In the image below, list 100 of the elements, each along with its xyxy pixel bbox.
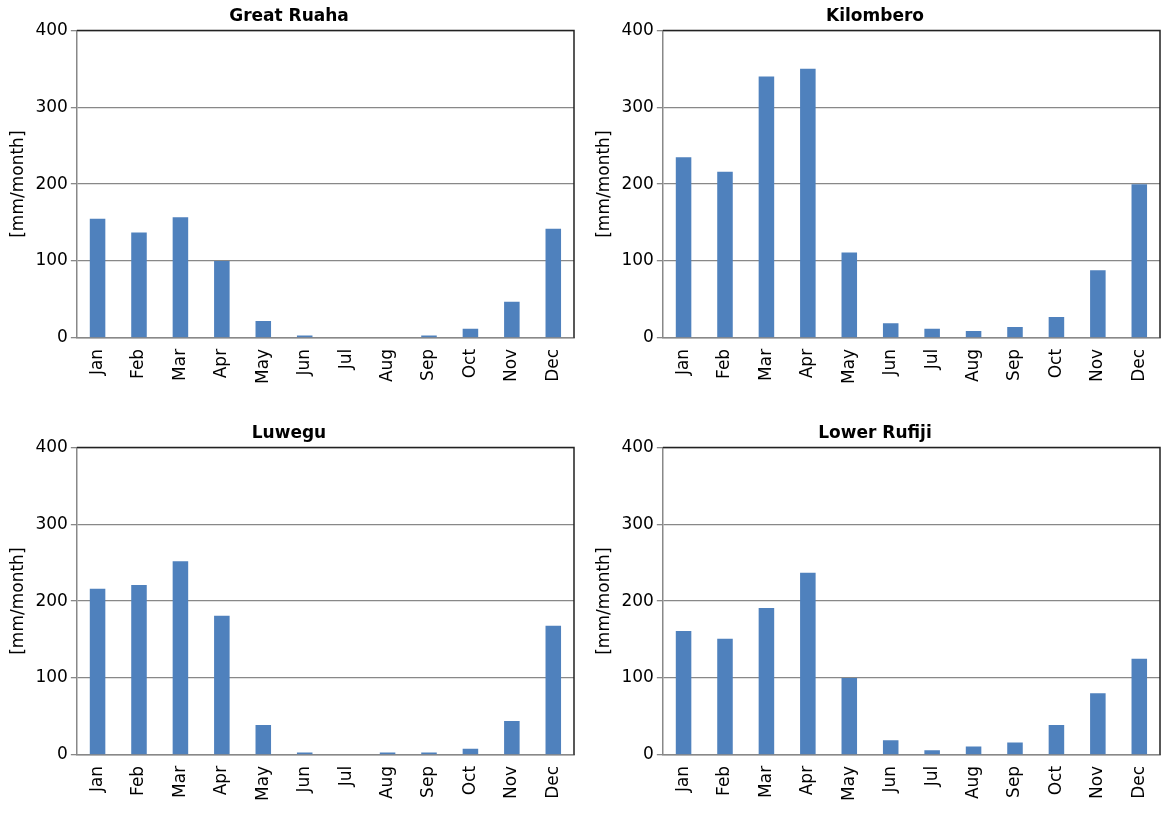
bar [841, 252, 858, 338]
bar [131, 232, 147, 338]
y-tick-label: 100 [621, 666, 654, 687]
bar [504, 301, 520, 338]
x-tick-label: Nov [1086, 348, 1107, 383]
y-axis-title: [mm/month] [592, 130, 613, 238]
x-tick-label: Mar [754, 765, 775, 798]
x-tick-label: Jan [671, 348, 692, 377]
x-tick-label: Mar [754, 348, 775, 381]
bar [1007, 327, 1023, 338]
x-tick-label: Apr [796, 765, 817, 796]
y-tick-label: 100 [621, 249, 654, 270]
bar [89, 588, 106, 755]
bar [717, 638, 733, 755]
x-tick-label: Jun [879, 765, 900, 794]
x-tick-label: Oct [458, 348, 479, 379]
bar [214, 615, 230, 755]
x-tick-label: Jun [293, 348, 314, 377]
bar [882, 740, 899, 755]
y-tick-label: 400 [621, 435, 654, 456]
bar [717, 171, 733, 338]
bar [1131, 658, 1148, 755]
y-tick-label: 200 [621, 589, 654, 610]
y-tick-label: 300 [621, 95, 654, 116]
x-tick-label: Dec [1127, 348, 1148, 382]
bar [924, 328, 940, 338]
y-tick-label: 400 [621, 18, 654, 39]
x-tick-label: Feb [713, 765, 734, 796]
x-tick-label: May [837, 348, 858, 385]
bar [1007, 742, 1023, 755]
y-axis-title: [mm/month] [6, 130, 27, 238]
x-tick-label: Apr [796, 348, 817, 379]
x-tick-label: Oct [458, 765, 479, 796]
x-tick-label: Aug [961, 765, 982, 800]
x-tick-label: May [251, 348, 272, 385]
x-tick-label: Dec [541, 348, 562, 382]
x-tick-label: Jun [879, 348, 900, 377]
x-tick-label: Jul [334, 348, 355, 371]
bar [1048, 724, 1065, 755]
x-tick-label: Mar [168, 348, 189, 381]
bar [675, 157, 692, 338]
bar [1090, 270, 1106, 338]
x-tick-label: May [251, 765, 272, 802]
bar [89, 218, 106, 338]
bar [965, 330, 982, 338]
y-tick-label: 100 [35, 666, 68, 687]
chart-title: Lower Rufiji [818, 421, 932, 442]
bar [545, 625, 562, 755]
bar [214, 260, 230, 338]
bar [882, 323, 899, 338]
x-tick-label: Apr [210, 765, 231, 796]
x-tick-label: Nov [500, 348, 521, 383]
y-tick-label: 300 [35, 95, 68, 116]
x-tick-label: Mar [168, 765, 189, 798]
bar [800, 68, 816, 338]
x-tick-label: Apr [210, 348, 231, 379]
bar [504, 721, 520, 755]
bar [462, 328, 479, 338]
bar [758, 608, 775, 755]
y-tick-label: 0 [57, 743, 68, 764]
bar [965, 746, 982, 755]
x-tick-label: Jul [920, 765, 941, 788]
y-tick-label: 300 [35, 512, 68, 533]
bar [1090, 693, 1106, 755]
y-tick-label: 200 [621, 172, 654, 193]
y-tick-label: 100 [35, 249, 68, 270]
x-tick-label: Feb [127, 765, 148, 796]
x-tick-label: Sep [417, 348, 438, 381]
bar [758, 76, 775, 338]
bar [841, 677, 858, 755]
bar [1048, 317, 1065, 338]
bar [255, 724, 272, 755]
x-tick-label: Sep [417, 765, 438, 798]
y-tick-label: 0 [57, 326, 68, 347]
y-tick-label: 400 [35, 435, 68, 456]
x-tick-label: Nov [500, 765, 521, 800]
bar [1131, 184, 1148, 338]
x-tick-label: Aug [375, 765, 396, 800]
x-tick-label: Jan [671, 765, 692, 794]
bar [675, 631, 692, 755]
x-tick-label: Aug [961, 348, 982, 383]
bar [255, 320, 272, 338]
x-tick-label: Jan [85, 348, 106, 377]
bar [545, 228, 562, 338]
x-tick-label: Oct [1044, 765, 1065, 796]
chart-title: Luwegu [251, 421, 327, 442]
chart-title: Kilombero [826, 4, 924, 25]
x-tick-label: Jul [334, 765, 355, 788]
x-tick-label: Nov [1086, 765, 1107, 800]
bar [131, 584, 147, 755]
y-tick-label: 200 [35, 172, 68, 193]
x-tick-label: Dec [1127, 765, 1148, 799]
x-tick-label: Sep [1003, 765, 1024, 798]
y-axis-title: [mm/month] [6, 547, 27, 655]
bar [800, 572, 816, 755]
x-tick-label: May [837, 765, 858, 802]
y-tick-label: 400 [35, 18, 68, 39]
bar [172, 217, 189, 338]
y-tick-label: 0 [643, 326, 654, 347]
x-tick-label: Jan [85, 765, 106, 794]
